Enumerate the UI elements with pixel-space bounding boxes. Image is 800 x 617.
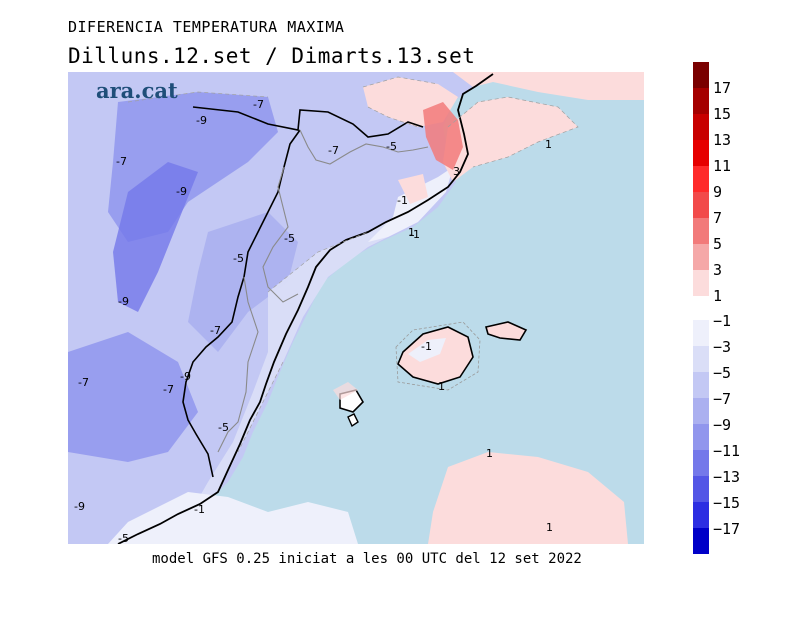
contour-label-13: 1 bbox=[408, 226, 415, 239]
colorbar-swatch bbox=[693, 166, 709, 192]
zone-warm-1-sardinia bbox=[428, 452, 628, 544]
colorbar-swatch bbox=[693, 450, 709, 476]
colorbar-tick: 9 bbox=[713, 183, 723, 201]
chart-subtitle: Dilluns.12.set / Dimarts.13.set bbox=[68, 44, 476, 68]
contour-label-9: -5 bbox=[233, 252, 244, 265]
contour-lines bbox=[127, 76, 579, 453]
colorbar-tick: 11 bbox=[713, 157, 732, 175]
colorbar-tick: 15 bbox=[713, 105, 732, 123]
contour-label-1: -9 bbox=[196, 114, 207, 127]
contour-label-24: -9 bbox=[74, 500, 85, 513]
colorbar-cold bbox=[693, 320, 709, 554]
menorca bbox=[484, 321, 528, 341]
colorbar-swatch bbox=[693, 114, 709, 140]
temperature-difference-map: -9 -7 -7 -5 -7 -9 -5 -1 -5 -1 1 3 1 -9 -… bbox=[68, 72, 644, 544]
ara-cat-logo: ara.cat bbox=[96, 78, 178, 103]
region-borders bbox=[217, 129, 429, 453]
contour-label-25: -1 bbox=[194, 503, 205, 516]
contour-label-22: 1 bbox=[486, 447, 493, 460]
colorbar-swatch bbox=[693, 244, 709, 270]
zone-cold-1-south bbox=[108, 492, 358, 544]
contour-label-2: -7 bbox=[253, 98, 264, 111]
colorbar-swatch bbox=[693, 346, 709, 372]
colorbar-swatch bbox=[693, 372, 709, 398]
contour-label-4: -5 bbox=[386, 140, 397, 153]
contour-label-21: -5 bbox=[218, 421, 229, 434]
zone-warm-1-cape bbox=[443, 97, 578, 182]
country-border bbox=[182, 106, 424, 478]
colorbar-tick: −5 bbox=[713, 364, 732, 382]
colorbar-swatch bbox=[693, 88, 709, 114]
contour-label-17: -7 bbox=[78, 376, 89, 389]
colorbar-tick: 13 bbox=[713, 131, 732, 149]
zone-warm-1-gulf bbox=[398, 174, 428, 204]
colorbar-swatch bbox=[693, 218, 709, 244]
contour-label-7: -5 bbox=[284, 232, 295, 245]
contour-label-15: -7 bbox=[210, 324, 221, 337]
colorbar-tick: −9 bbox=[713, 416, 732, 434]
colorbar-swatch bbox=[693, 398, 709, 424]
colorbar-tick: −3 bbox=[713, 338, 732, 356]
colorbar-tick: −15 bbox=[713, 494, 741, 512]
colorbar-swatch bbox=[693, 270, 709, 296]
mallorca-cold-patch bbox=[408, 338, 446, 362]
colorbar-tick: 1 bbox=[713, 287, 723, 305]
contour-label-20: -7 bbox=[163, 383, 174, 396]
colorbar-tick: 3 bbox=[713, 261, 723, 279]
land-north bbox=[453, 72, 644, 100]
zone-warm-3 bbox=[423, 102, 463, 170]
contour-label-3: -7 bbox=[116, 155, 127, 168]
map-svg: -9 -7 -7 -5 -7 -9 -5 -1 -5 -1 1 3 1 -9 -… bbox=[68, 72, 644, 544]
contour-label-16: -1 bbox=[421, 340, 432, 353]
contour-label-8: -1 bbox=[397, 194, 408, 207]
contour-label-12: 3 bbox=[453, 165, 460, 178]
zone-cold-9-west bbox=[68, 332, 198, 462]
colorbar-swatch bbox=[693, 528, 709, 554]
colorbar-tick: −17 bbox=[713, 520, 741, 538]
colorbar-swatch bbox=[693, 140, 709, 166]
balearic-islands bbox=[333, 321, 528, 428]
formentera bbox=[347, 413, 359, 428]
colorbar-swatch bbox=[693, 502, 709, 528]
colorbar-tick: −11 bbox=[713, 442, 741, 460]
ibiza-warm-patch bbox=[333, 382, 358, 400]
contour-label-18: -9 bbox=[180, 370, 191, 383]
model-caption: model GFS 0.25 iniciat a les 00 UTC del … bbox=[152, 551, 582, 567]
contour-label-26: -5 bbox=[118, 532, 129, 544]
contour-label-10: -1 bbox=[409, 228, 420, 241]
zone-cold-1-coast bbox=[368, 167, 453, 242]
contour-label-11: 1 bbox=[545, 138, 552, 151]
contour-label-19: 1 bbox=[438, 380, 445, 393]
colorbar-tick: 5 bbox=[713, 235, 723, 253]
contour-label-23: 1 bbox=[546, 521, 553, 534]
zone-cold-3-coast bbox=[188, 202, 428, 517]
contour-label-14: -9 bbox=[118, 295, 129, 308]
colorbar-swatch bbox=[693, 320, 709, 346]
colorbar-swatch bbox=[693, 476, 709, 502]
colorbar-tick: 17 bbox=[713, 79, 732, 97]
contour-label-5: -7 bbox=[328, 144, 339, 157]
colorbar-swatch bbox=[693, 192, 709, 218]
colorbar-tick: 7 bbox=[713, 209, 723, 227]
warm-halo-mallorca bbox=[395, 321, 481, 391]
contour-label-6: -9 bbox=[176, 185, 187, 198]
colorbar-swatch bbox=[693, 424, 709, 450]
zone-cold-11 bbox=[113, 162, 198, 312]
colorbar-warm bbox=[693, 62, 709, 296]
colorbar-tick: −7 bbox=[713, 390, 732, 408]
colorbar-swatch bbox=[693, 62, 709, 88]
chart-title: DIFERENCIA TEMPERATURA MAXIMA bbox=[68, 18, 345, 36]
colorbar-tick: −13 bbox=[713, 468, 741, 486]
coastline bbox=[117, 73, 494, 544]
colorbar-tick: −1 bbox=[713, 312, 732, 330]
